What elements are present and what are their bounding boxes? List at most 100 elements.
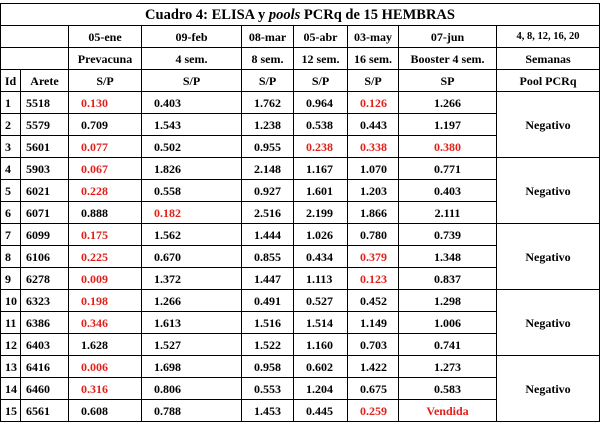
row-id: 9 <box>0 267 21 290</box>
pool-result: Negativo <box>495 355 600 422</box>
header-sp: S/P <box>347 69 399 92</box>
sp-value: 0.741 <box>398 333 497 356</box>
date-cell: 03-may <box>347 25 399 48</box>
date-cell: 05-abr <box>293 25 348 48</box>
sp-value: 0.182 <box>141 201 242 224</box>
sp-value: 0.888 <box>68 201 142 224</box>
sp-value: 0.927 <box>241 179 294 202</box>
sp-value: 2.199 <box>293 201 348 224</box>
sp-value: 1.113 <box>293 267 348 290</box>
header-row: Id Arete S/P S/P S/P S/P S/P SP Pool PCR… <box>0 69 600 92</box>
sp-value: 1.453 <box>241 399 294 422</box>
sp-value: 0.316 <box>68 377 142 400</box>
sp-value: 0.198 <box>68 289 142 312</box>
row-arete: 6561 <box>20 399 69 422</box>
row-arete: 6323 <box>20 289 69 312</box>
sp-value: 0.228 <box>68 179 142 202</box>
table-row: 10 6323 0.198 1.266 0.491 0.527 0.452 1.298 Nega… <box>0 289 600 356</box>
row-id: 4 <box>0 157 21 180</box>
sp-value: 0.067 <box>68 157 142 180</box>
row-id: 15 <box>0 399 21 422</box>
sp-value: 0.379 <box>347 245 399 268</box>
pool-result: Negativo <box>495 157 600 224</box>
phases-corner <box>0 47 69 70</box>
row-id: 2 <box>0 113 21 136</box>
sp-value: 0.739 <box>398 223 497 246</box>
table-row: 6 6071 0.888 0.182 2.516 2.199 1.866 2.111 <box>0 201 600 224</box>
header-sp: S/P <box>241 69 294 92</box>
sp-value: 0.955 <box>241 135 294 158</box>
sp-value: 0.175 <box>68 223 142 246</box>
sp-value: 0.403 <box>141 91 242 114</box>
sp-value: 1.762 <box>241 91 294 114</box>
sp-value: 0.403 <box>398 179 497 202</box>
row-id: 7 <box>0 223 21 246</box>
row-arete: 6386 <box>20 311 69 334</box>
sp-value: 1.266 <box>398 91 497 114</box>
sp-value: 1.522 <box>241 333 294 356</box>
row-id: 14 <box>0 377 21 400</box>
sp-value: 0.491 <box>241 289 294 312</box>
sp-value: 1.422 <box>347 355 399 378</box>
row-id: 3 <box>0 135 21 158</box>
sp-value: 0.553 <box>241 377 294 400</box>
sp-value: 0.964 <box>293 91 348 114</box>
sp-value: 1.160 <box>293 333 348 356</box>
sp-value: 1.628 <box>68 333 142 356</box>
sp-value: 1.562 <box>141 223 242 246</box>
sp-value: 1.266 <box>141 289 242 312</box>
title-suffix: PCRq de 15 HEMBRAS <box>300 6 455 23</box>
sp-value: 0.771 <box>398 157 497 180</box>
sp-value: 0.445 <box>293 399 348 422</box>
phases-row: Prevacuna 4 sem. 8 sem. 12 sem. 16 sem. … <box>0 47 600 70</box>
sp-value: 0.346 <box>68 311 142 334</box>
table-row: 3 5601 0.077 0.502 0.955 0.238 0.338 0.380 <box>0 135 600 158</box>
sp-value: 1.543 <box>141 113 242 136</box>
sp-value: 2.111 <box>398 201 497 224</box>
header-sp: S/P <box>68 69 142 92</box>
sp-value: 0.709 <box>68 113 142 136</box>
sp-value: 0.855 <box>241 245 294 268</box>
sp-value: 1.372 <box>141 267 242 290</box>
phase-cell: Semanas <box>495 47 600 70</box>
header-arete: Arete <box>20 69 69 92</box>
sp-value: 2.516 <box>241 201 294 224</box>
row-id: 10 <box>0 289 21 312</box>
sp-value: 1.514 <box>293 311 348 334</box>
sp-value: 1.149 <box>347 311 399 334</box>
sp-value: 0.225 <box>68 245 142 268</box>
header-pool: Pool PCRq <box>495 69 600 92</box>
sp-value: 1.527 <box>141 333 242 356</box>
dates-corner <box>0 25 69 48</box>
sp-value: 0.780 <box>347 223 399 246</box>
row-id: 6 <box>0 201 21 224</box>
sp-value: 0.788 <box>141 399 242 422</box>
date-cell: 08-mar <box>241 25 294 48</box>
row-arete: 6106 <box>20 245 69 268</box>
row-arete: 6071 <box>20 201 69 224</box>
pool-result: Negativo <box>495 289 600 356</box>
sp-value: 0.434 <box>293 245 348 268</box>
sp-value: 0.670 <box>141 245 242 268</box>
sp-value: 1.167 <box>293 157 348 180</box>
header-id: Id <box>0 69 21 92</box>
sp-value: 0.259 <box>347 399 399 422</box>
sp-value: 0.006 <box>68 355 142 378</box>
sp-value: 0.675 <box>347 377 399 400</box>
table-row: 11 6386 0.346 1.613 1.516 1.514 1.149 1.006 <box>0 311 600 334</box>
sp-value: 1.826 <box>141 157 242 180</box>
row-arete: 6403 <box>20 333 69 356</box>
sp-value: 0.123 <box>347 267 399 290</box>
title-row: Cuadro 4: ELISA y pools PCRq de 15 HEMBR… <box>0 3 600 26</box>
sp-value: 1.197 <box>398 113 497 136</box>
sp-value: 0.703 <box>347 333 399 356</box>
table-row: 4 5903 0.067 1.826 2.148 1.167 1.070 0.771 Negat… <box>0 157 600 224</box>
row-arete: 6099 <box>20 223 69 246</box>
pool-result: Negativo <box>495 91 600 158</box>
sp-value: 1.516 <box>241 311 294 334</box>
sp-value: 1.204 <box>293 377 348 400</box>
sp-value: 0.958 <box>241 355 294 378</box>
date-cell-weeks: 4, 8, 12, 16, 20 <box>495 25 600 48</box>
dates-row: 05-ene 09-feb 08-mar 05-abr 03-may 07-ju… <box>0 25 600 48</box>
row-arete: 5601 <box>20 135 69 158</box>
